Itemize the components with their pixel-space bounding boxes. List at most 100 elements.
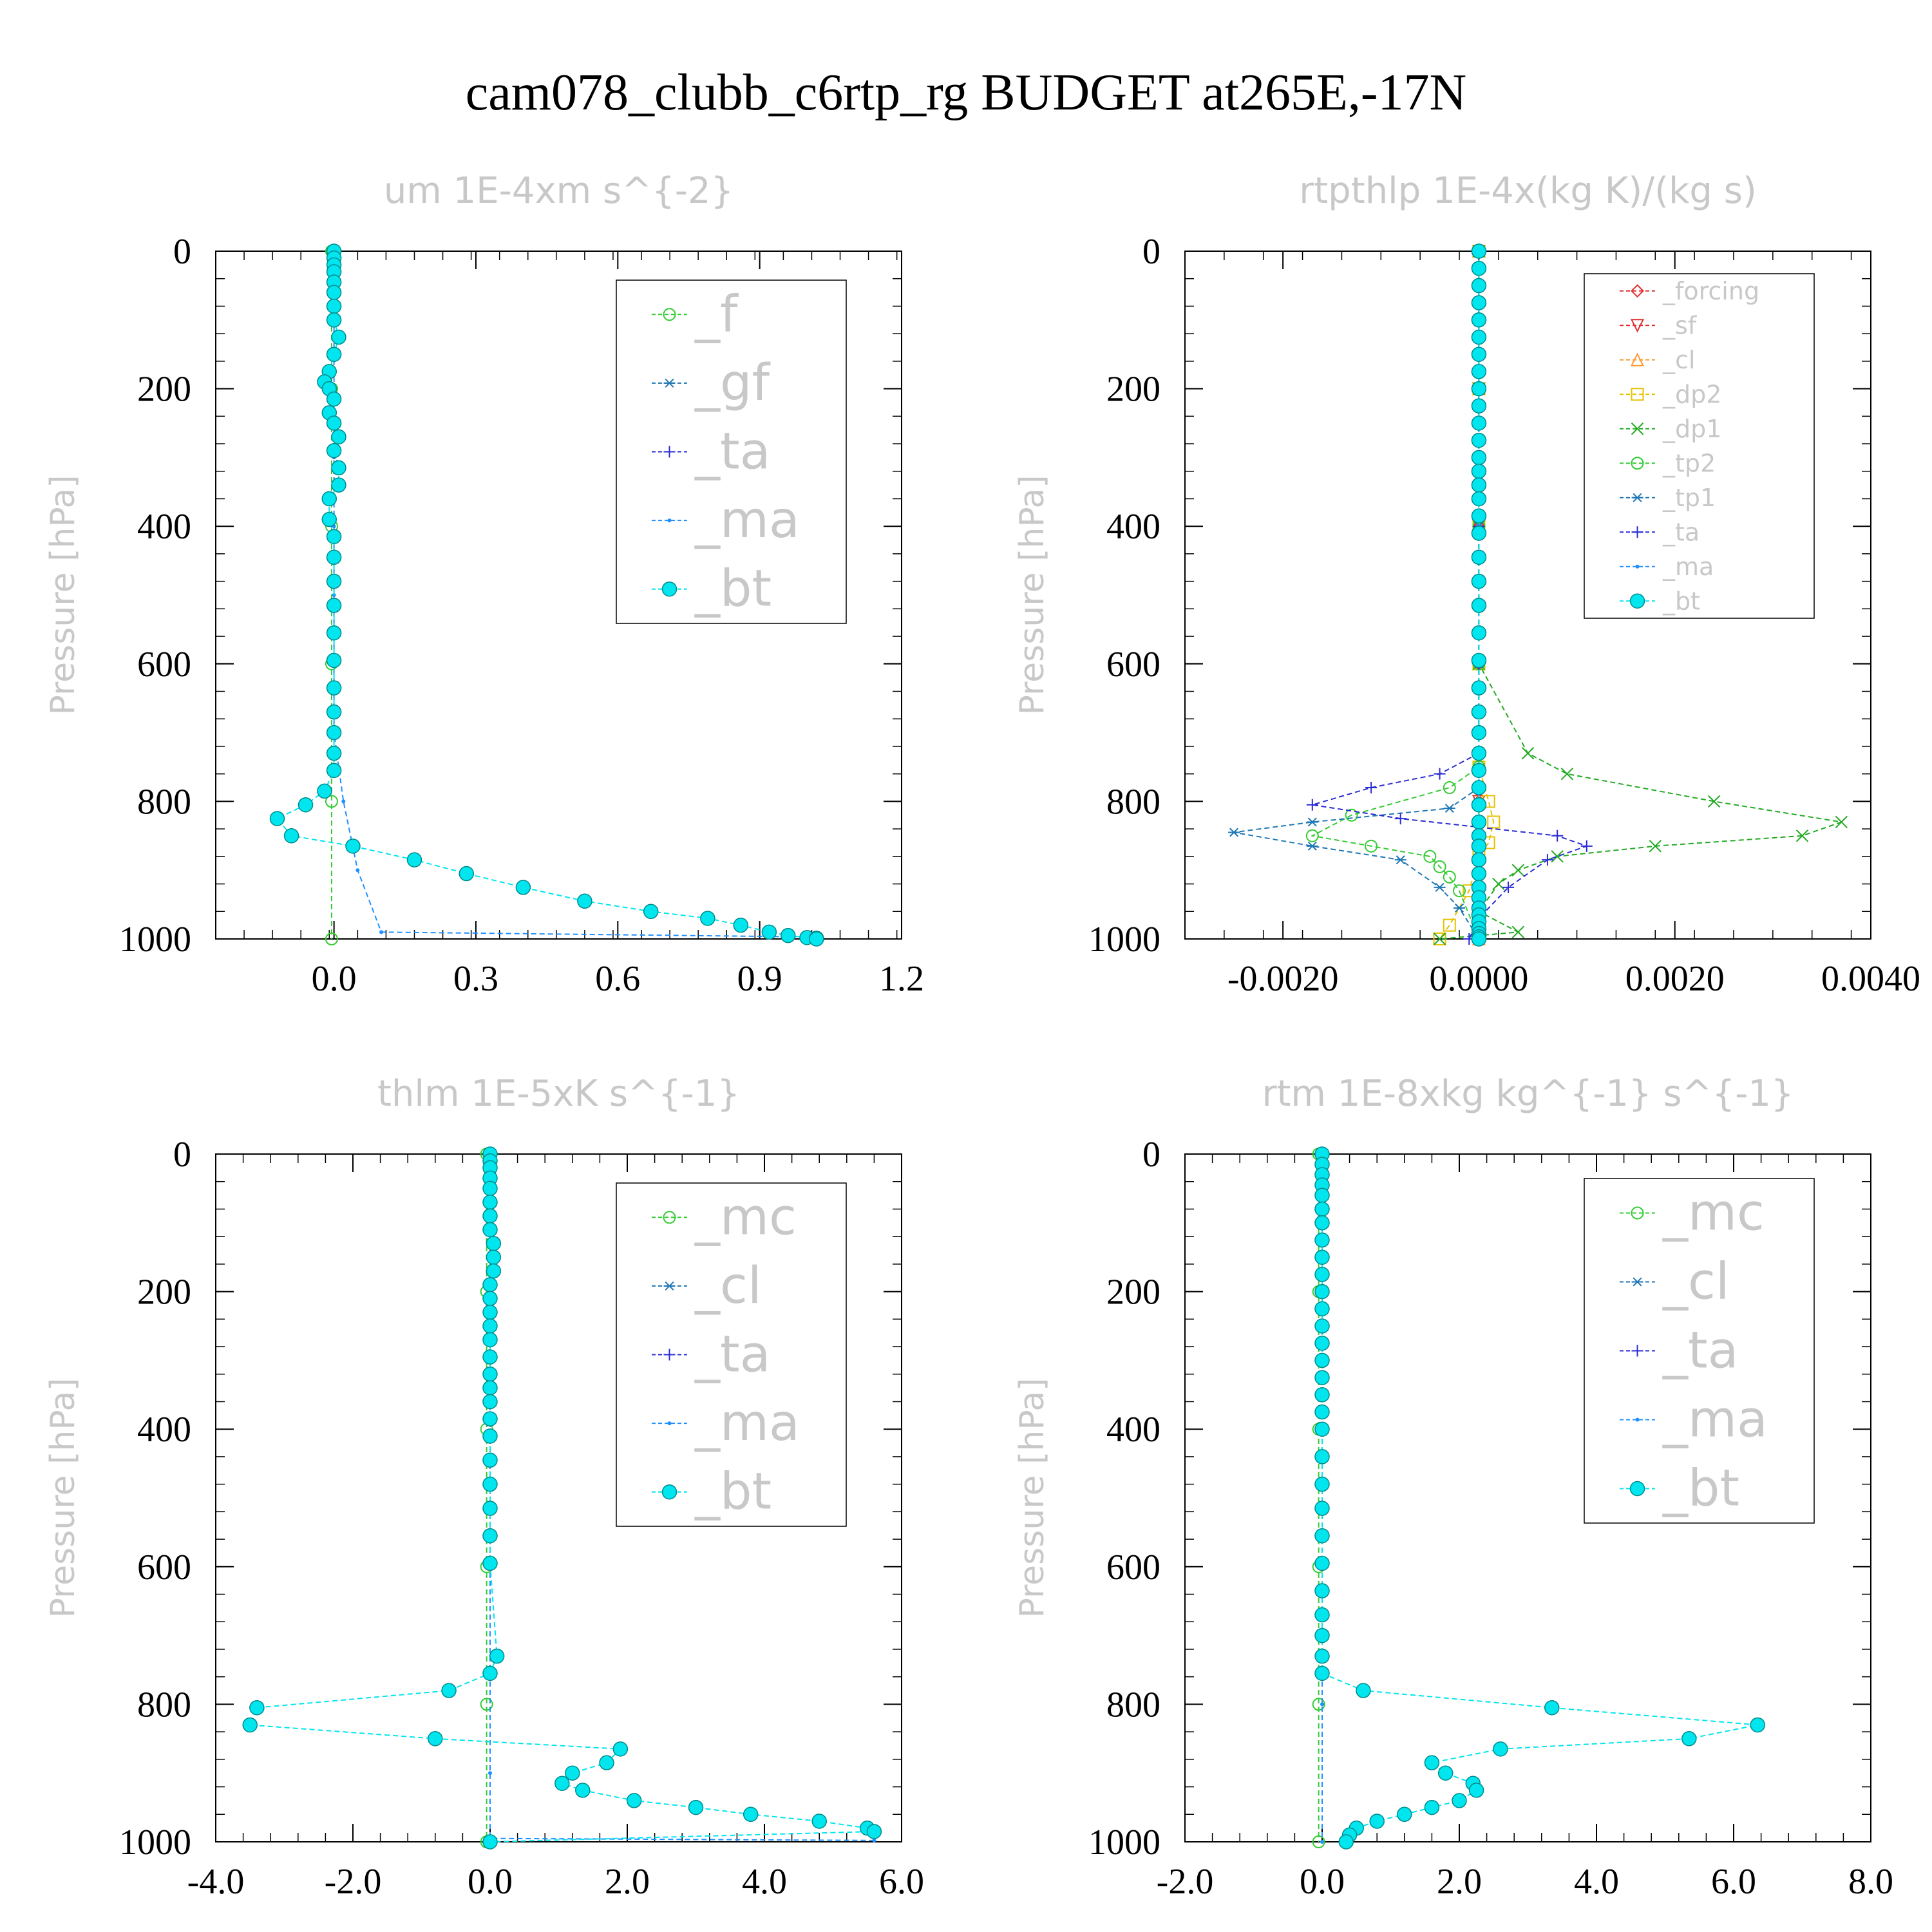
data-point — [482, 1555, 498, 1571]
data-point — [1471, 432, 1487, 448]
data-point — [1314, 1648, 1330, 1664]
data-point — [482, 1428, 498, 1444]
data-point — [1471, 278, 1487, 294]
legend-label: _bt — [694, 1463, 772, 1521]
data-point — [486, 1249, 502, 1265]
y-tick-label: 800 — [1106, 1685, 1160, 1725]
data-point — [1649, 840, 1662, 853]
data-point — [482, 1180, 498, 1197]
data-point — [1443, 781, 1456, 795]
data-point — [1314, 1232, 1330, 1248]
legend-label: _ta — [694, 1326, 770, 1384]
data-point — [1433, 933, 1446, 945]
series-dp2 — [1433, 245, 1501, 945]
data-point — [733, 917, 749, 933]
x-tick-label: 2.0 — [605, 1862, 650, 1902]
data-point — [1306, 799, 1318, 811]
y-tick-label: 600 — [1106, 1548, 1160, 1587]
data-point — [482, 1834, 498, 1850]
data-point — [1544, 1700, 1560, 1716]
data-point — [1471, 491, 1487, 507]
data-point — [326, 285, 342, 300]
data-point — [1541, 854, 1553, 866]
plot-frame — [215, 1153, 902, 1842]
series-ta — [1306, 245, 1593, 945]
legend-label: _dp2 — [1662, 380, 1721, 408]
data-point — [482, 1452, 498, 1468]
chart-panel-3: thlm 1E-5xK s^{-1} Pressure [hPa] 0 200 400 6… — [44, 1073, 924, 1902]
data-point — [1314, 1188, 1330, 1203]
legend-label: _ta — [1662, 518, 1700, 546]
data-point — [1306, 817, 1318, 827]
y-tick-label: 1000 — [119, 1823, 191, 1862]
data-point — [1312, 1835, 1325, 1848]
data-point — [326, 549, 342, 565]
legend-label: _bt — [1662, 587, 1700, 615]
data-point — [1443, 918, 1456, 932]
data-point — [1423, 849, 1437, 863]
x-tick-label: 6.0 — [1711, 1862, 1756, 1902]
data-point — [1356, 1683, 1371, 1698]
data-point — [242, 1717, 258, 1733]
data-point — [700, 911, 715, 926]
series-line — [1233, 251, 1480, 940]
legend-label: _ma — [1662, 553, 1714, 581]
data-point — [1471, 243, 1487, 259]
y-tick-label: 200 — [1106, 370, 1160, 410]
legend-label: _ta — [1662, 1322, 1738, 1380]
data-point — [1471, 415, 1487, 431]
data-point — [298, 797, 314, 813]
y-tick-label: 800 — [137, 1685, 191, 1725]
y-tick-label: 0 — [173, 1135, 191, 1175]
x-tick-label: 0.0 — [312, 959, 357, 999]
plot-frame — [1184, 1153, 1871, 1842]
data-point — [1314, 1301, 1330, 1317]
legend-label: _cl — [1662, 346, 1695, 374]
data-point — [565, 1765, 580, 1781]
data-point — [643, 904, 659, 920]
y-tick-label: 600 — [137, 645, 191, 685]
data-point — [326, 573, 342, 589]
data-point — [1795, 829, 1809, 842]
data-point — [283, 828, 299, 844]
data-point — [326, 298, 342, 314]
data-point — [482, 1367, 498, 1382]
data-point — [482, 1394, 498, 1410]
data-point — [1424, 1799, 1440, 1815]
data-point — [1471, 364, 1487, 379]
data-point — [326, 652, 342, 668]
y-tick-label: 800 — [137, 782, 191, 822]
series-line — [276, 251, 817, 939]
series-bt — [242, 1146, 882, 1850]
y-axis-label: Pressure [hPa] — [44, 1378, 82, 1618]
legend-marker — [1635, 564, 1640, 569]
data-point — [1369, 1814, 1385, 1829]
x-tick-label: 8.0 — [1848, 1862, 1893, 1902]
data-point — [480, 1698, 493, 1711]
x-tick-label: 0.0020 — [1625, 959, 1725, 999]
series-line — [489, 1154, 875, 1841]
data-point — [1314, 1249, 1330, 1265]
chart-panel-2: rtpthlp 1E-4x(kg K)/(kg s) Pressure [hPa]… — [1013, 170, 1920, 999]
data-point — [1312, 1698, 1325, 1711]
data-point — [1471, 450, 1487, 466]
y-tick-label: 1000 — [1088, 920, 1160, 960]
data-point — [482, 1291, 498, 1307]
data-point — [482, 1528, 498, 1544]
legend-label: _ma — [1662, 1391, 1768, 1449]
data-point — [866, 1824, 882, 1839]
data-point — [482, 1318, 498, 1334]
legend-label: _tp2 — [1662, 449, 1716, 477]
legend: _mc _cl _ta _ma _bt — [1584, 1178, 1815, 1524]
data-point — [1750, 1717, 1766, 1733]
data-point — [809, 931, 824, 947]
legend-box — [1584, 1178, 1815, 1524]
data-point — [326, 625, 342, 641]
legend-marker — [1629, 1481, 1645, 1497]
data-point — [1394, 855, 1406, 865]
data-point — [1471, 852, 1487, 867]
data-point — [599, 1755, 614, 1770]
panels: um 1E-4xm s^{-2} Pressure [hPa] 0 200 400 600… — [44, 170, 1920, 1902]
figure-title: cam078_clubb_c6rtp_rg BUDGET at265E,-17N — [466, 64, 1467, 121]
legend-label: _sf — [1662, 311, 1698, 339]
